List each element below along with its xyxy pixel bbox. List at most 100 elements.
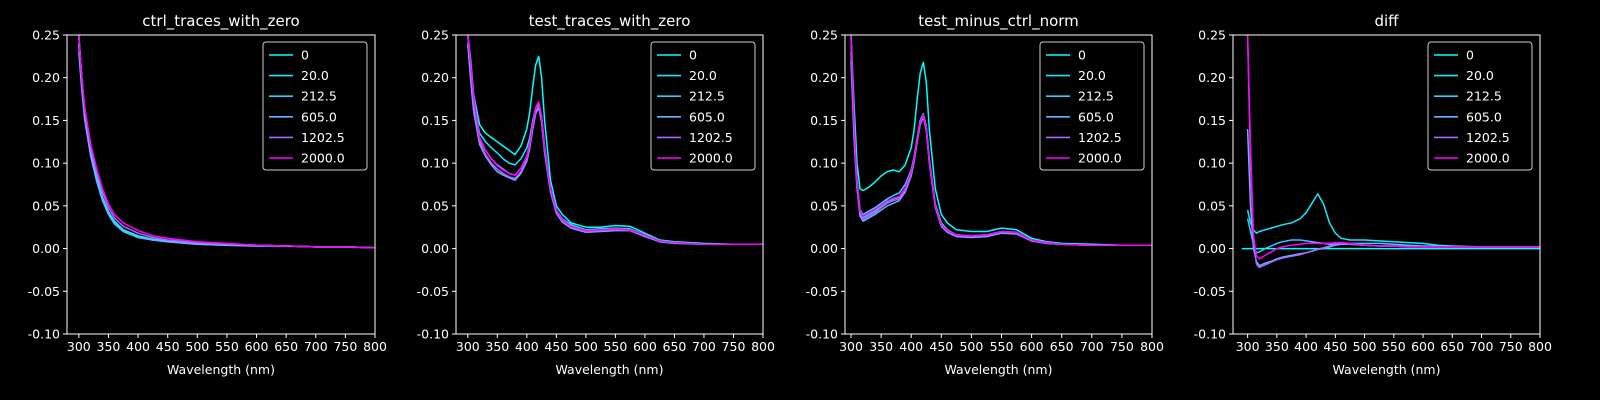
- y-tick-label: 0.10: [421, 156, 449, 171]
- x-tick-label: 350: [1265, 339, 1289, 354]
- series-group: [467, 35, 763, 246]
- y-tick-label: 0.15: [1198, 113, 1226, 128]
- y-tick-label: 0.05: [32, 198, 60, 213]
- y-tick-label: -0.05: [417, 284, 449, 299]
- axes-frame: [844, 34, 1153, 335]
- legend-label: 2000.0: [301, 151, 345, 166]
- legend-label: 0: [689, 48, 697, 63]
- y-tick-label: 0.05: [1198, 198, 1226, 213]
- x-tick-label: 700: [1080, 339, 1104, 354]
- x-tick-label: 650: [1440, 339, 1464, 354]
- y-tick-label: 0.15: [421, 113, 449, 128]
- y-tick-label: 0.00: [421, 241, 449, 256]
- y-tick-label: -0.05: [806, 284, 838, 299]
- x-tick-label: 800: [751, 339, 775, 354]
- legend-label: 20.0: [1466, 68, 1494, 83]
- legend-label: 605.0: [1078, 109, 1114, 124]
- legend-label: 0: [301, 48, 309, 63]
- axes-frame: [455, 34, 764, 335]
- x-tick-label: 600: [245, 339, 269, 354]
- y-tick-label: -0.10: [417, 327, 449, 342]
- legend-label: 605.0: [301, 109, 337, 124]
- x-tick-label: 750: [333, 339, 357, 354]
- series-line-20.0: [1246, 193, 1540, 248]
- y-tick-label: 0.25: [421, 28, 449, 43]
- y-tick-label: -0.10: [806, 327, 838, 342]
- y-tick-label: 0.00: [32, 241, 60, 256]
- chart-title: diff: [1374, 12, 1399, 30]
- legend-label: 1202.5: [689, 130, 733, 145]
- x-tick-label: 550: [215, 339, 239, 354]
- legend-label: 212.5: [301, 89, 337, 104]
- legend: 0 20.0 212.5 605.0 1202.5 2000.0: [262, 41, 368, 171]
- legend: 0 20.0 212.5 605.0 1202.5 2000.0: [1427, 41, 1533, 171]
- x-axis-label: Wavelength (nm): [945, 362, 1053, 377]
- legend-label: 2000.0: [1078, 151, 1122, 166]
- x-tick-label: 750: [722, 339, 746, 354]
- series-group: [850, 35, 1152, 246]
- legend-label: 2000.0: [689, 151, 733, 166]
- series-line-0: [467, 35, 763, 246]
- x-tick-label: 700: [1470, 339, 1494, 354]
- legend-label: 20.0: [1078, 68, 1106, 83]
- legend: 0 20.0 212.5 605.0 1202.5 2000.0: [650, 41, 756, 171]
- series-line-2000.0: [467, 35, 763, 246]
- legend: 0 20.0 212.5 605.0 1202.5 2000.0: [1039, 41, 1145, 171]
- x-tick-label: 650: [1050, 339, 1074, 354]
- x-tick-label: 800: [363, 339, 387, 354]
- x-tick-label: 550: [603, 339, 627, 354]
- legend-label: 1202.5: [1466, 130, 1510, 145]
- series-group: [1241, 35, 1540, 269]
- x-tick-label: 600: [1411, 339, 1435, 354]
- series-group: [78, 35, 375, 249]
- chart-panel-1: 300 350 400 450 500 550 600 650 700 750 800 -0.10 -0…: [28, 12, 387, 377]
- legend-label: 2000.0: [1466, 151, 1510, 166]
- x-tick-label: 750: [1499, 339, 1523, 354]
- y-tick-label: 0.10: [1198, 156, 1226, 171]
- axes-frame: [1232, 34, 1541, 335]
- x-tick-label: 500: [1353, 339, 1377, 354]
- y-tick-label: 0.15: [810, 113, 838, 128]
- x-axis-label: Wavelength (nm): [167, 362, 275, 377]
- x-tick-label: 550: [990, 339, 1014, 354]
- legend-label: 212.5: [689, 89, 725, 104]
- x-tick-label: 350: [485, 339, 509, 354]
- y-tick-label: 0.15: [32, 113, 60, 128]
- x-tick-label: 400: [1294, 339, 1318, 354]
- legend-label: 605.0: [1466, 109, 1502, 124]
- x-tick-label: 400: [899, 339, 923, 354]
- x-tick-label: 450: [1323, 339, 1347, 354]
- legend-label: 212.5: [1078, 89, 1114, 104]
- legend-label: 0: [1466, 48, 1474, 63]
- x-tick-label: 600: [633, 339, 657, 354]
- x-tick-label: 800: [1140, 339, 1164, 354]
- y-tick-label: -0.05: [1194, 284, 1226, 299]
- x-axis-label: Wavelength (nm): [556, 362, 664, 377]
- y-tick-label: -0.05: [28, 284, 60, 299]
- x-tick-label: 500: [185, 339, 209, 354]
- x-tick-label: 450: [156, 339, 180, 354]
- y-tick-label: -0.10: [1194, 327, 1226, 342]
- x-tick-label: 550: [1382, 339, 1406, 354]
- x-tick-label: 750: [1110, 339, 1134, 354]
- y-tick-label: 0.20: [1198, 70, 1226, 85]
- y-tick-label: 0.10: [810, 156, 838, 171]
- y-tick-label: 0.00: [810, 241, 838, 256]
- x-tick-label: 700: [692, 339, 716, 354]
- y-tick-label: 0.25: [810, 28, 838, 43]
- axes-frame: [66, 34, 376, 335]
- series-line-2000.0: [850, 35, 1152, 246]
- legend-label: 1202.5: [1078, 130, 1122, 145]
- x-tick-label: 650: [274, 339, 298, 354]
- x-axis-label: Wavelength (nm): [1333, 362, 1441, 377]
- series-line-2000.0: [1246, 35, 1540, 260]
- x-tick-label: 300: [67, 339, 91, 354]
- x-tick-label: 350: [869, 339, 893, 354]
- chart-title: test_minus_ctrl_norm: [918, 12, 1079, 31]
- y-tick-label: -0.10: [28, 327, 60, 342]
- legend-label: 212.5: [1466, 89, 1502, 104]
- y-tick-label: 0.05: [421, 198, 449, 213]
- y-tick-label: 0.20: [421, 70, 449, 85]
- x-tick-label: 700: [304, 339, 328, 354]
